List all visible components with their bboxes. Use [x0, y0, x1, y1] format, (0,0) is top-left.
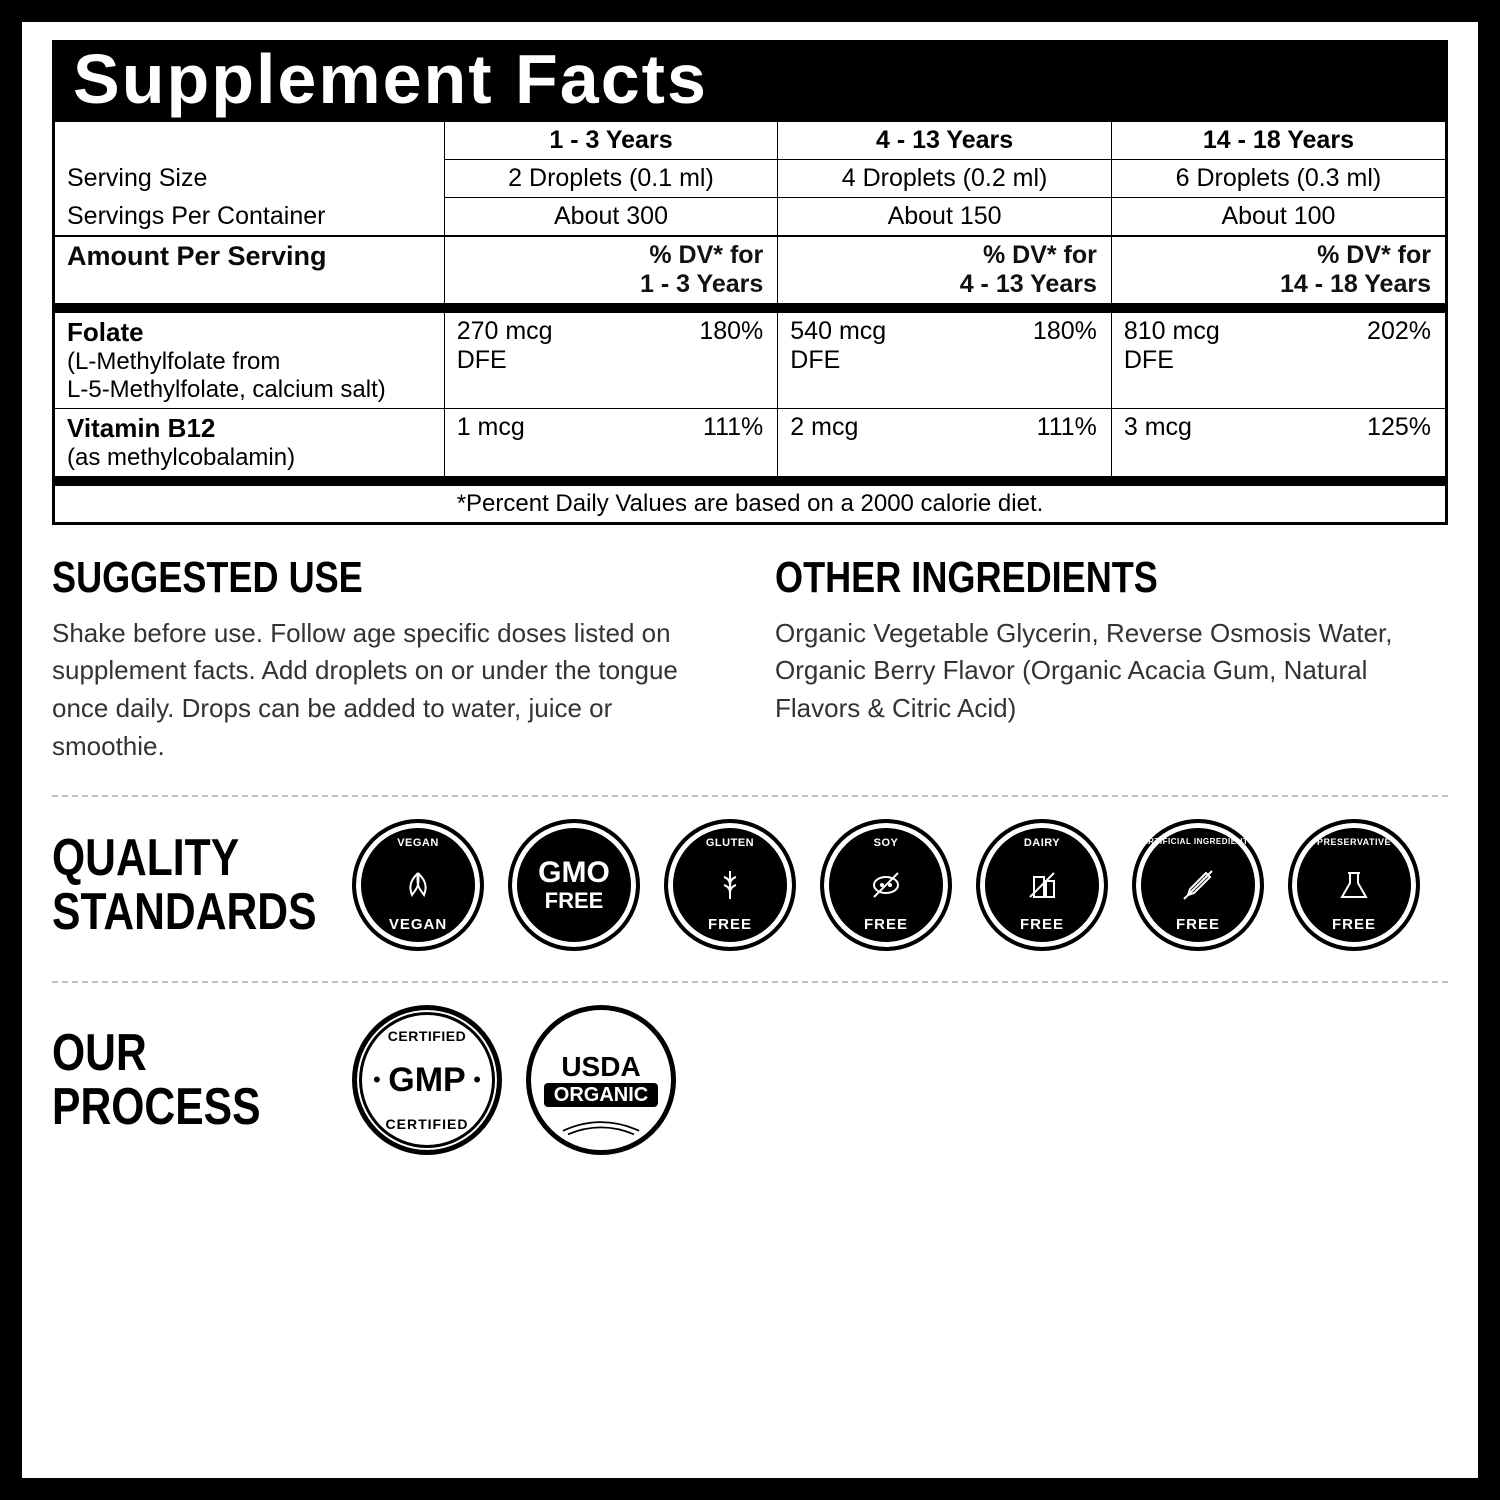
b12-amt-2: 3 mcg	[1111, 408, 1278, 481]
badge-top: CERTIFIED	[357, 1028, 497, 1044]
badge-bottom: FREE	[1136, 916, 1260, 933]
process-badges: CERTIFIED GMP CERTIFIED USDA ORGANIC	[352, 1005, 1448, 1155]
artificial-free-badge: ARTIFICIAL INGREDIENTS FREE	[1132, 819, 1264, 951]
badge-bottom: CERTIFIED	[357, 1116, 497, 1132]
b12-pct-1: 111%	[945, 408, 1112, 481]
usda-organic-badge: USDA ORGANIC	[526, 1005, 676, 1155]
nutrient-row-b12: Vitamin B12 (as methylcobalamin) 1 mcg 1…	[55, 408, 1445, 481]
amount-per-serving-row: Amount Per Serving % DV* for 1 - 3 Years…	[55, 236, 1445, 308]
serving-size-row: Serving Size 2 Droplets (0.1 ml) 4 Dropl…	[55, 160, 1445, 198]
divider	[52, 795, 1448, 797]
nutrient-sub: (L-Methylfolate from L-5-Methylfolate, c…	[67, 348, 434, 404]
footnote-row: *Percent Daily Values are based on a 200…	[55, 481, 1445, 522]
servings-per-2: About 100	[1111, 198, 1445, 237]
gluten-free-badge: GLUTEN FREE	[664, 819, 796, 951]
soy-icon	[864, 863, 908, 907]
nutrient-name: Vitamin B12	[67, 413, 434, 444]
age-group-2: 14 - 18 Years	[1111, 122, 1445, 160]
our-process-row: OUR PROCESS CERTIFIED GMP CERTIFIED USDA…	[52, 1005, 1448, 1155]
folate-pct-1: 180%	[945, 308, 1112, 409]
our-process-heading: OUR PROCESS	[52, 1026, 273, 1135]
badge-top: GLUTEN	[668, 837, 792, 849]
badge-bottom: FREE	[545, 890, 604, 912]
amount-label: Amount Per Serving	[55, 236, 444, 308]
servings-per-1: About 150	[778, 198, 1112, 237]
badge-top: PRESERVATIVE	[1292, 837, 1416, 847]
other-ingredients-heading: OTHER INGREDIENTS	[775, 553, 1327, 603]
suggested-use-heading: SUGGESTED USE	[52, 553, 604, 603]
dairy-icon	[1020, 863, 1064, 907]
dv-footnote: *Percent Daily Values are based on a 200…	[55, 481, 1445, 522]
serving-size-label: Serving Size	[55, 160, 444, 198]
badge-mid2: ORGANIC	[544, 1083, 658, 1107]
preservative-free-badge: PRESERVATIVE FREE	[1288, 819, 1420, 951]
badge-mid1: USDA	[561, 1053, 640, 1081]
suggested-use-body: Shake before use. Follow age specific do…	[52, 615, 725, 766]
badge-bottom: FREE	[1292, 916, 1416, 933]
badge-bottom: FREE	[980, 916, 1104, 933]
b12-pct-0: 111%	[611, 408, 778, 481]
wheat-icon	[708, 863, 752, 907]
servings-per-row: Servings Per Container About 300 About 1…	[55, 198, 1445, 237]
folate-pct-0: 180%	[611, 308, 778, 409]
vegan-badge: VEGAN VEGAN	[352, 819, 484, 951]
servings-per-0: About 300	[444, 198, 778, 237]
badge-bottom: VEGAN	[356, 916, 480, 933]
suggested-use-section: SUGGESTED USE Shake before use. Follow a…	[52, 553, 725, 766]
badge-bottom: FREE	[668, 916, 792, 933]
supplement-label: Supplement Facts 1 - 3 Years 4 - 13 Year…	[22, 22, 1478, 1478]
badge-top: DAIRY	[980, 837, 1104, 849]
b12-amt-1: 2 mcg	[778, 408, 945, 481]
dv-label-1: % DV* for 4 - 13 Years	[778, 236, 1112, 308]
badge-top: ARTIFICIAL INGREDIENTS	[1136, 837, 1260, 846]
badge-top: SOY	[824, 837, 948, 849]
other-ingredients-section: OTHER INGREDIENTS Organic Vegetable Glyc…	[775, 553, 1448, 766]
soy-free-badge: SOY FREE	[820, 819, 952, 951]
dv-label-2: % DV* for 14 - 18 Years	[1111, 236, 1445, 308]
divider	[52, 981, 1448, 983]
servings-per-label: Servings Per Container	[55, 198, 444, 237]
serving-size-0: 2 Droplets (0.1 ml)	[444, 160, 778, 198]
folate-amt-0: 270 mcg DFE	[444, 308, 611, 409]
other-ingredients-body: Organic Vegetable Glycerin, Reverse Osmo…	[775, 615, 1448, 728]
facts-title: Supplement Facts	[55, 40, 1445, 122]
serving-size-1: 4 Droplets (0.2 ml)	[778, 160, 1112, 198]
facts-table: 1 - 3 Years 4 - 13 Years 14 - 18 Years S…	[55, 122, 1445, 522]
serving-size-2: 6 Droplets (0.3 ml)	[1111, 160, 1445, 198]
folate-amt-1: 540 mcg DFE	[778, 308, 945, 409]
age-group-1: 4 - 13 Years	[778, 122, 1112, 160]
b12-pct-2: 125%	[1278, 408, 1445, 481]
badge-bottom: FREE	[824, 916, 948, 933]
age-group-header-row: 1 - 3 Years 4 - 13 Years 14 - 18 Years	[55, 122, 1445, 160]
gmp-badge: CERTIFIED GMP CERTIFIED	[352, 1005, 502, 1155]
quality-standards-row: QUALITY STANDARDS VEGAN VEGAN GMO FREE G…	[52, 819, 1448, 951]
folate-amt-2: 810 mcg DFE	[1111, 308, 1278, 409]
quality-standards-heading: QUALITY STANDARDS	[52, 831, 273, 940]
info-columns: SUGGESTED USE Shake before use. Follow a…	[52, 553, 1448, 766]
supplement-facts-panel: Supplement Facts 1 - 3 Years 4 - 13 Year…	[52, 40, 1448, 525]
age-group-0: 1 - 3 Years	[444, 122, 778, 160]
folate-pct-2: 202%	[1278, 308, 1445, 409]
nutrient-sub: (as methylcobalamin)	[67, 444, 434, 472]
b12-amt-0: 1 mcg	[444, 408, 611, 481]
nutrient-name: Folate	[67, 317, 434, 348]
flask-icon	[1332, 863, 1376, 907]
gmo-free-badge: GMO FREE	[508, 819, 640, 951]
quality-badges: VEGAN VEGAN GMO FREE GLUTEN FREE SOY	[352, 819, 1448, 951]
field-lines-icon	[551, 1110, 651, 1136]
dairy-free-badge: DAIRY FREE	[976, 819, 1108, 951]
badge-top: VEGAN	[356, 837, 480, 849]
dropper-icon	[1176, 863, 1220, 907]
nutrient-row-folate: Folate (L-Methylfolate from L-5-Methylfo…	[55, 308, 1445, 409]
leaf-icon	[396, 863, 440, 907]
badge-mid: GMP	[388, 1063, 465, 1097]
badge-mid: GMO	[538, 858, 610, 888]
dv-label-0: % DV* for 1 - 3 Years	[444, 236, 778, 308]
